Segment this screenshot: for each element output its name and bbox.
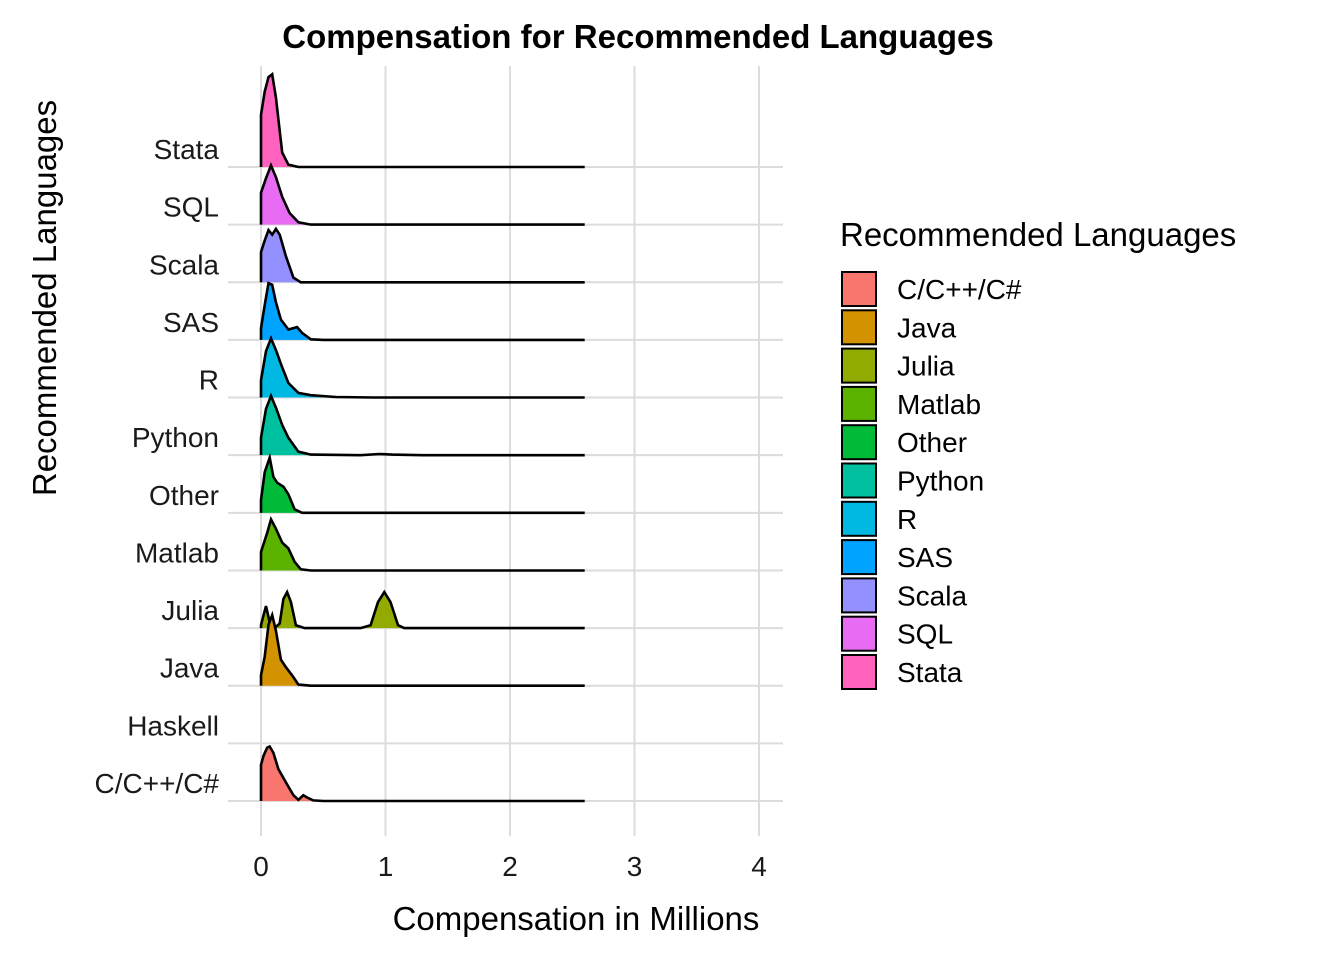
ridge-fill — [261, 396, 585, 456]
x-axis-label: Compensation in Millions — [393, 900, 760, 937]
legend-label: Java — [897, 312, 957, 343]
x-tick-label: 2 — [502, 851, 518, 882]
legend-label: SAS — [897, 542, 953, 573]
legend-swatch — [841, 654, 877, 690]
ridge-fill — [261, 283, 585, 340]
legend-swatch — [841, 462, 877, 499]
legend-label: Python — [897, 466, 984, 497]
ridge-fill — [261, 457, 585, 513]
y-tick-label: SQL — [163, 192, 219, 223]
ridge-outline — [259, 334, 585, 399]
legend-label: Julia — [897, 351, 955, 382]
ridge-sas — [259, 281, 585, 342]
ridge-outline — [259, 392, 585, 457]
chart-title: Compensation for Recommended Languages — [282, 18, 993, 55]
ridge-scala — [259, 226, 585, 284]
x-tick-label: 1 — [378, 851, 394, 882]
y-tick-label: Python — [132, 422, 219, 453]
legend-swatch — [841, 385, 877, 422]
ridge-outline — [259, 71, 585, 169]
ridge-fill — [261, 165, 585, 225]
grid-horizontal — [228, 166, 783, 802]
ridge-java — [259, 610, 585, 687]
legend: Recommended Languages C/C++/C# Java Julia M… — [840, 216, 1236, 690]
ridge-fill — [261, 228, 585, 283]
legend-swatch — [841, 500, 877, 537]
ridge-fill — [261, 519, 585, 571]
ridge-matlab — [259, 515, 585, 572]
legend-label: C/C++/C# — [897, 274, 1022, 305]
x-tick-label: 3 — [627, 851, 643, 882]
y-tick-label: Haskell — [127, 710, 219, 741]
grid-vertical — [260, 66, 760, 836]
ridge-other — [259, 452, 585, 515]
ridge-outline — [259, 610, 585, 687]
legend-label: R — [897, 504, 917, 535]
ridge-python — [259, 392, 585, 457]
y-tick-label: Matlab — [135, 537, 219, 568]
ridge-outline — [259, 226, 585, 284]
ridge-fill — [261, 338, 585, 398]
legend-swatch — [841, 615, 877, 652]
legend-label: Scala — [897, 580, 967, 611]
y-tick-label: Java — [160, 653, 220, 684]
legend-label: Other — [897, 427, 967, 458]
legend-title: Recommended Languages — [840, 216, 1236, 253]
x-tick-labels: 0 1 2 3 4 — [253, 851, 767, 882]
y-tick-label: C/C++/C# — [95, 768, 220, 799]
ridge-r — [259, 334, 585, 399]
ridge-fill — [261, 74, 585, 167]
legend-swatch — [841, 424, 877, 461]
y-tick-label: Stata — [154, 134, 220, 165]
legend-swatch — [841, 309, 877, 346]
legend-swatch — [841, 271, 877, 307]
ridge-stata — [259, 71, 585, 169]
ridge-outline — [259, 588, 585, 630]
y-tick-label: Scala — [149, 249, 219, 280]
legend-swatch — [841, 539, 877, 576]
ridge-fill — [261, 592, 585, 629]
legend-label: Stata — [897, 657, 963, 688]
ridge-outline — [259, 744, 585, 803]
y-tick-label: Other — [149, 480, 219, 511]
y-tick-labels: C/C++/C# Haskell Java Julia Matlab Other Pytho… — [95, 134, 220, 799]
ridge-outline — [259, 452, 585, 515]
y-tick-label: SAS — [163, 307, 219, 338]
x-tick-label: 0 — [253, 851, 269, 882]
legend-label: SQL — [897, 619, 953, 650]
ridge-fill — [261, 615, 585, 686]
ridge-outline — [259, 515, 585, 572]
x-tick-label: 4 — [751, 851, 767, 882]
legend-label: Matlab — [897, 389, 981, 420]
ridges — [259, 71, 585, 803]
legend-swatch — [841, 347, 877, 384]
y-tick-label: R — [199, 365, 219, 396]
legend-swatch — [841, 577, 877, 614]
ridge-fill — [261, 746, 585, 801]
y-axis-label: Recommended Languages — [26, 100, 63, 496]
ridge-julia — [259, 588, 585, 630]
ridge-c-c-c- — [259, 744, 585, 803]
y-tick-label: Julia — [161, 595, 219, 626]
ridge-sql — [259, 162, 585, 226]
ridge-outline — [259, 162, 585, 226]
ridge-outline — [259, 281, 585, 342]
